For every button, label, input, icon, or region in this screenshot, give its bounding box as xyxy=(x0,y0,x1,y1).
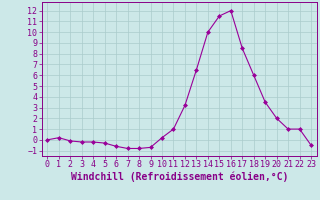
X-axis label: Windchill (Refroidissement éolien,°C): Windchill (Refroidissement éolien,°C) xyxy=(70,172,288,182)
